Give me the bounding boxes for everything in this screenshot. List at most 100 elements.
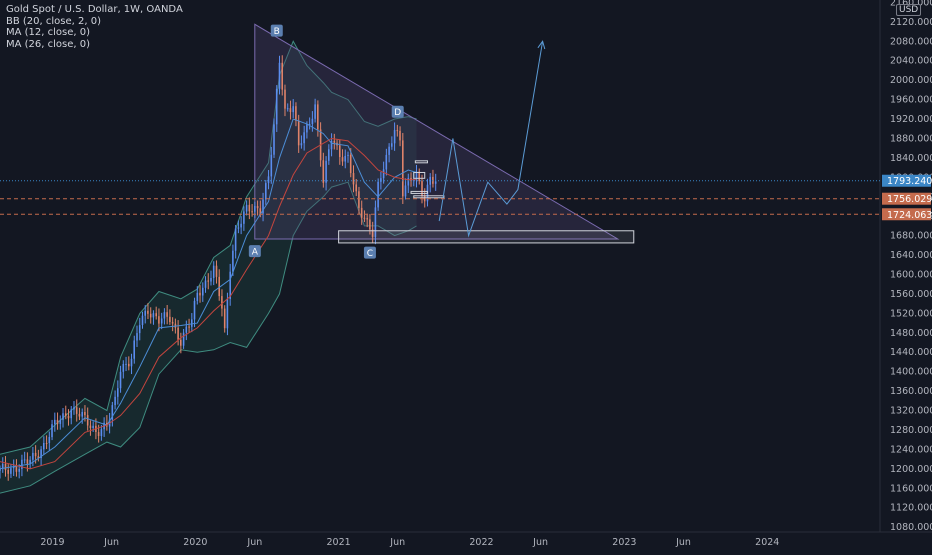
candle-body <box>297 120 300 146</box>
candle-body <box>202 287 204 296</box>
candle-body <box>4 463 7 470</box>
pattern-point-marker-d <box>391 105 404 118</box>
projection-arrowhead <box>537 40 546 50</box>
candle-body <box>256 206 259 209</box>
projection-path <box>438 41 544 238</box>
candle-body <box>371 229 374 237</box>
candle-body <box>254 206 256 212</box>
candle-body <box>144 310 146 316</box>
candle-body <box>402 140 404 197</box>
y-tick-label: 2040.000 <box>890 56 932 67</box>
pattern-point-marker-b <box>270 24 283 37</box>
candle-body <box>363 217 366 219</box>
candle-body <box>399 130 401 141</box>
candle-body <box>245 204 248 212</box>
candle-body <box>111 405 114 420</box>
candle-body <box>199 292 201 296</box>
candle-body <box>160 318 163 324</box>
candle-body <box>308 124 311 125</box>
legend-bollinger-bands[interactable]: BB (20, close, 2, 0) <box>6 15 101 27</box>
candle-body <box>0 468 1 471</box>
candle-body <box>1 463 4 469</box>
candle-body <box>366 218 368 220</box>
legend-ma-26[interactable]: MA (26, close, 0) <box>6 38 91 50</box>
pattern-point-marker-c <box>363 246 376 259</box>
y-tick-label: 1200.000 <box>890 464 932 475</box>
candle-body <box>358 191 360 208</box>
x-tick-label: Jun <box>675 537 691 548</box>
y-tick-label: 1160.000 <box>890 483 932 494</box>
y-tick-label: 1240.000 <box>890 444 932 455</box>
candle-body <box>210 278 212 282</box>
y-tick-label: 2000.000 <box>890 75 932 86</box>
candle-body <box>221 296 223 309</box>
candle-body <box>23 459 26 461</box>
y-tick-label: 1640.000 <box>890 250 932 261</box>
y-tick-label: 1880.000 <box>890 133 932 144</box>
y-tick-label: 1440.000 <box>890 347 932 358</box>
x-tick-label: 2022 <box>469 537 493 548</box>
triangle-pattern <box>254 23 620 240</box>
currency-badge[interactable]: USD <box>896 4 922 16</box>
annotation-box <box>414 160 428 164</box>
price-tag-label: 1756.029 <box>887 194 932 205</box>
candle-body <box>166 312 168 317</box>
candle-body <box>349 154 352 174</box>
candle-body <box>393 130 396 144</box>
candle-body <box>360 207 363 218</box>
candle-body <box>423 196 426 202</box>
candle-body <box>325 160 327 183</box>
x-tick-label: 2020 <box>183 537 207 548</box>
candle-body <box>67 416 70 419</box>
x-tick-label: 2024 <box>755 537 779 548</box>
candle-body <box>234 228 237 251</box>
candle-body <box>155 313 157 317</box>
y-tick-label: 1480.000 <box>890 328 932 339</box>
candle-body <box>289 108 292 112</box>
candle-body <box>369 219 371 230</box>
candle-body <box>226 298 229 329</box>
candle-body <box>21 459 23 469</box>
y-tick-label: 1520.000 <box>890 308 932 319</box>
pattern-point-marker-a <box>248 245 261 258</box>
y-tick-label: 1920.000 <box>890 114 932 125</box>
candle-body <box>259 208 262 214</box>
candle-body <box>18 469 20 472</box>
y-tick-label: 1840.000 <box>890 153 932 164</box>
ma-26-line <box>0 137 417 470</box>
candle-body <box>73 407 75 410</box>
candle-body <box>141 315 144 325</box>
candle-body <box>34 452 37 457</box>
candle-body <box>429 176 431 185</box>
candle-body <box>51 424 53 438</box>
candle-body <box>180 339 182 346</box>
candle-body <box>70 409 72 419</box>
legend-ma-12[interactable]: MA (12, close, 0) <box>6 27 91 38</box>
candle-body <box>344 155 346 162</box>
y-tick-label: 1280.000 <box>890 425 932 436</box>
candle-body <box>262 199 264 214</box>
candle-body <box>204 280 207 288</box>
candle-body <box>434 181 437 184</box>
bollinger-upper-line <box>0 40 417 455</box>
candle-body <box>40 449 42 458</box>
candle-body <box>128 363 130 367</box>
candle-body <box>215 265 218 277</box>
candle-body <box>295 106 297 121</box>
candle-body <box>45 443 48 444</box>
candle-body <box>182 332 185 346</box>
candle-body <box>314 104 316 119</box>
candle-body <box>275 88 278 125</box>
x-tick-label: Jun <box>389 537 405 548</box>
price-tag-label: 1724.063 <box>887 210 932 221</box>
pattern-point-label-c: C <box>367 249 373 259</box>
candle-body <box>97 432 100 436</box>
candle-body <box>37 456 40 458</box>
pattern-point-label-d: D <box>394 108 401 118</box>
legend-title[interactable]: Gold Spot / U.S. Dollar, 1W, OANDA <box>6 4 183 15</box>
candle-body <box>191 319 193 327</box>
candle-body <box>207 280 209 282</box>
